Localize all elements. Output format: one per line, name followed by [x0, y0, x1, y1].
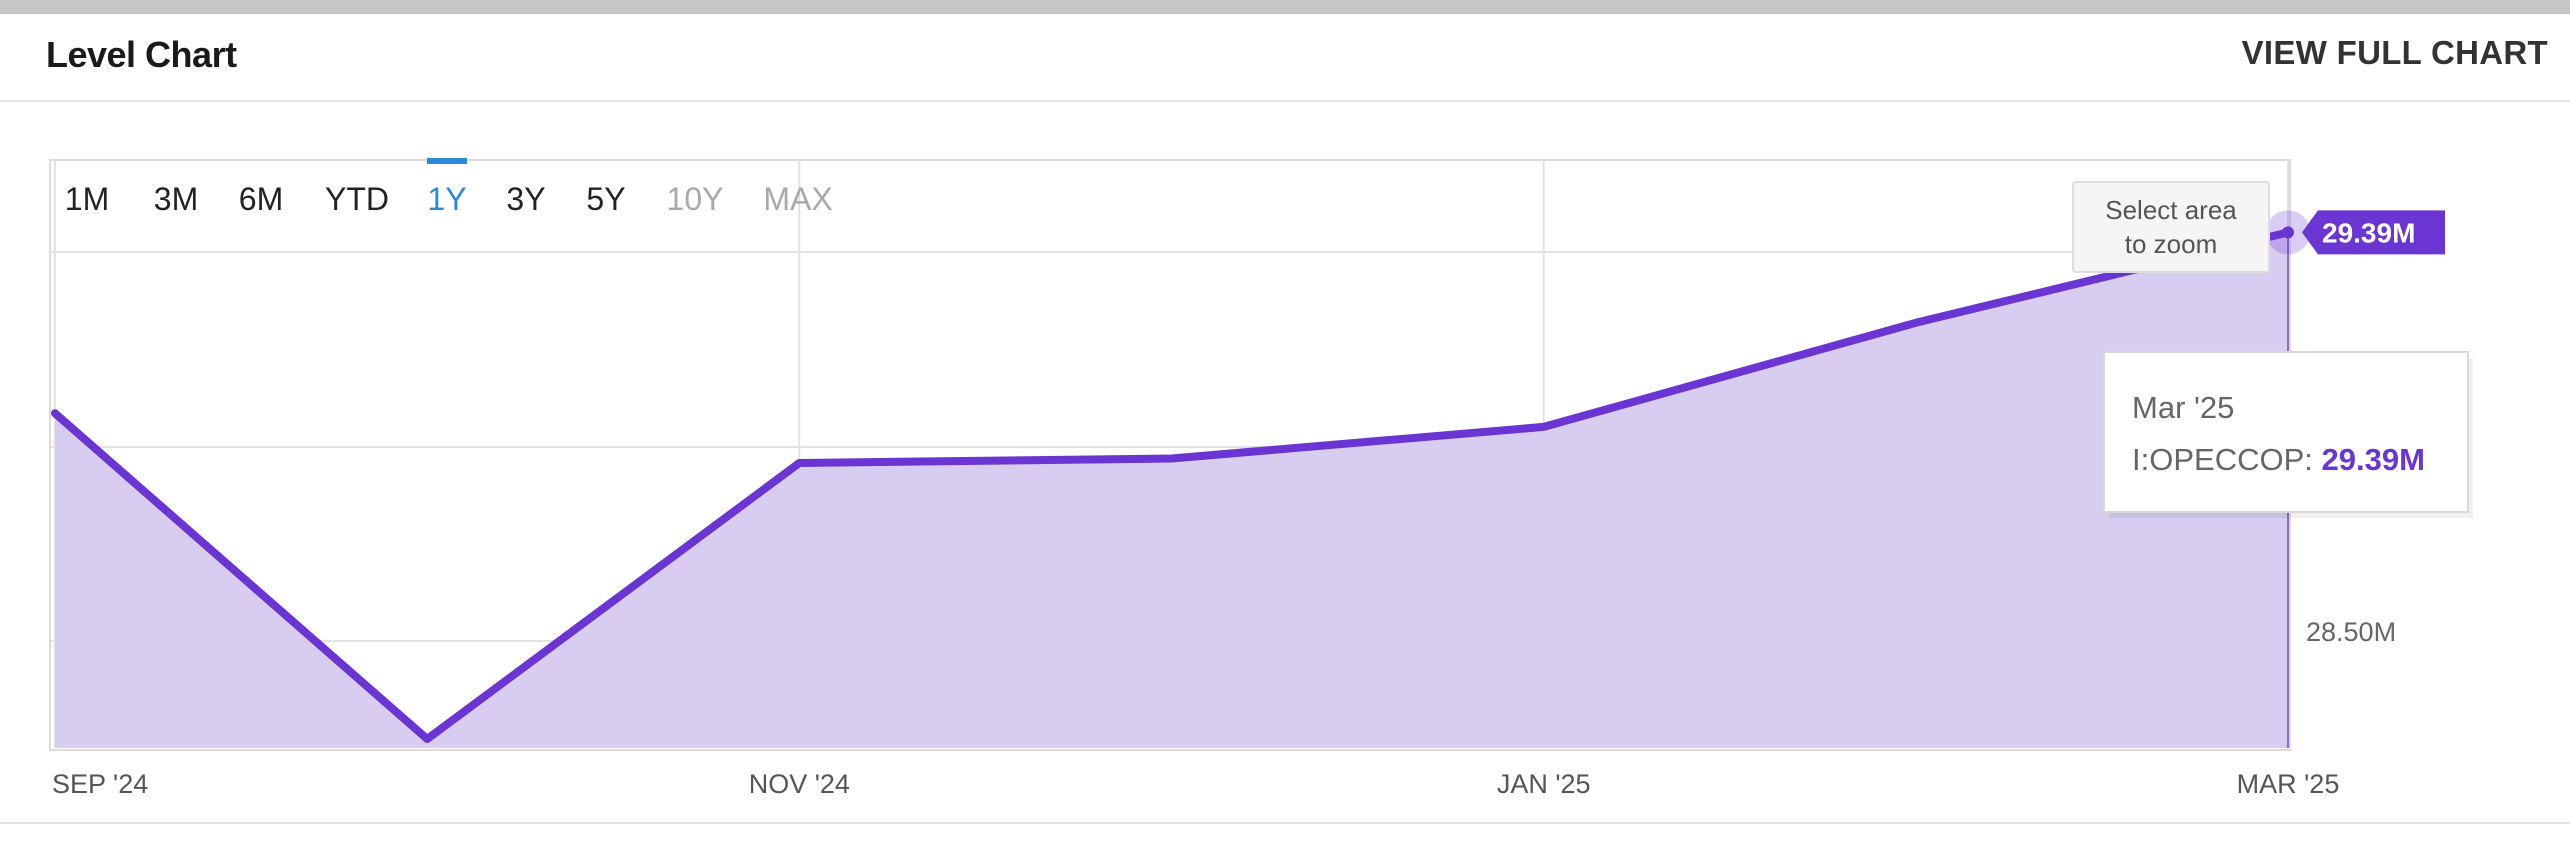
- range-button-1m[interactable]: 1M: [65, 181, 109, 217]
- range-button-10y: 10Y: [667, 181, 724, 217]
- y-tick-label: 28.50M: [2306, 617, 2396, 647]
- range-selected-indicator: [427, 158, 467, 164]
- x-tick-label: MAR '25: [2237, 769, 2340, 799]
- x-tick-label: SEP '24: [52, 769, 148, 799]
- series-line: [51, 228, 2292, 743]
- range-button-5y[interactable]: 5Y: [586, 181, 625, 217]
- zoom-hint-line1: Select area: [2105, 195, 2237, 225]
- range-button-1y[interactable]: 1Y: [427, 181, 466, 217]
- x-axis-ticks: SEP '24 NOV '24 JAN '25 MAR '25: [52, 769, 2339, 799]
- x-tick-label: JAN '25: [1497, 769, 1591, 799]
- series-point: [2282, 226, 2294, 239]
- last-value-label: 29.39M: [2322, 217, 2415, 248]
- hover-halo: [2266, 210, 2310, 255]
- range-button-3m[interactable]: 3M: [154, 181, 198, 217]
- tooltip-series-line: I:OPECCOP: 29.39M: [2132, 442, 2425, 477]
- bottom-divider: [0, 822, 2570, 824]
- range-selector: 1M 3M 6M YTD 1Y 3Y 5Y 10Y MAX: [65, 158, 833, 217]
- range-button-6m[interactable]: 6M: [239, 181, 283, 217]
- tooltip-date: Mar '25: [2132, 390, 2234, 425]
- zoom-hint: Select area to zoom: [2072, 181, 2270, 273]
- y-axis-ticks: 28.50M: [2306, 617, 2396, 647]
- last-value-flag: 29.39M: [2302, 210, 2445, 255]
- series-points: [2266, 210, 2310, 255]
- view-full-chart-link[interactable]: VIEW FULL CHART: [2241, 34, 2548, 71]
- zoom-hint-box: [2072, 181, 2270, 273]
- x-tick-label: NOV '24: [749, 769, 850, 799]
- last-value-flag-bg: [2302, 210, 2445, 255]
- range-button-3y[interactable]: 3Y: [506, 181, 545, 217]
- chart-header: Level Chart VIEW FULL CHART: [0, 14, 2570, 102]
- zoom-hint-line2: to zoom: [2125, 229, 2218, 259]
- range-button-ytd[interactable]: YTD: [325, 181, 389, 217]
- chart-title: Level Chart: [46, 34, 237, 75]
- tooltip: Mar '25 I:OPECCOP: 29.39M: [2103, 351, 2473, 518]
- top-border-bar: [0, 0, 2570, 14]
- tooltip-box: [2103, 351, 2469, 513]
- series-area-fill: [55, 232, 2288, 748]
- tooltip-value: 29.39M: [2322, 442, 2425, 477]
- range-button-max: MAX: [763, 181, 832, 217]
- tooltip-series-name: I:OPECCOP: [2132, 442, 2304, 477]
